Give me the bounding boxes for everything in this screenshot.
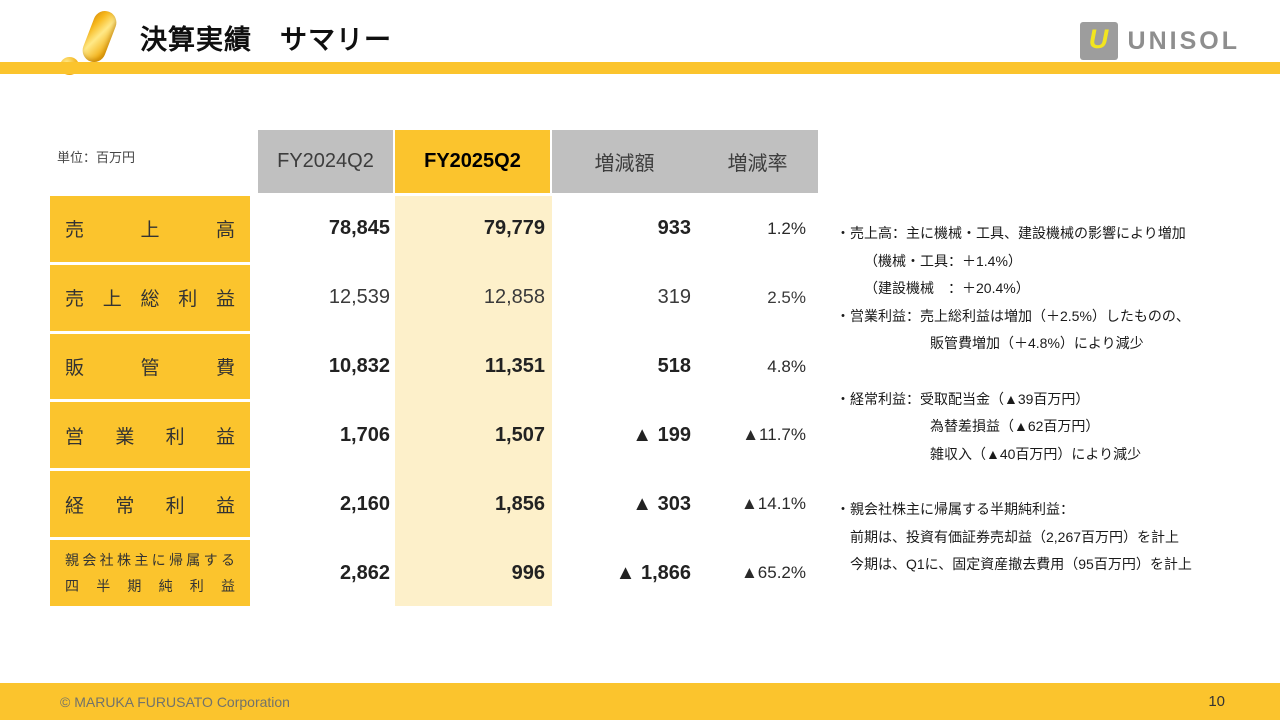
column-header-change-amount: 増減額 — [552, 130, 697, 193]
cell-fy2025: 1,856 — [494, 492, 545, 515]
table-row-ordinary-profit: 経常利益 2,160 1,856 ▲ 303 ▲14.1% — [50, 471, 818, 538]
table-row-net-sales: 売上高 78,845 79,779 933 1.2% — [50, 196, 818, 262]
cell-rate: ▲14.1% — [740, 494, 806, 514]
cell-fy2024: 1,706 — [339, 423, 390, 446]
cell-change: ▲ 303 — [632, 492, 691, 515]
row-label: 営業利益 — [50, 402, 250, 469]
note-spacer — [836, 468, 1276, 496]
note-line: 今期は、Q1に、固定資産撤去費用（95百万円）を計上 — [850, 556, 1192, 572]
note-spacer — [836, 358, 1276, 386]
note-line: ・親会社株主に帰属する半期純利益： — [836, 501, 1074, 517]
note-line: 雑収入（▲40百万円）により減少 — [930, 445, 1142, 462]
column-header-fy2024q2: FY2024Q2 — [258, 130, 393, 193]
header-accent-bar — [0, 62, 1280, 74]
footer-bar: © MARUKA FURUSATO Corporation 10 — [0, 683, 1280, 720]
cell-fy2024: 78,845 — [328, 217, 390, 240]
cell-fy2025: 996 — [511, 561, 545, 584]
cell-fy2025: 12,858 — [483, 286, 545, 309]
unisol-logo-mark-icon: U — [1079, 22, 1118, 60]
logo-monogram: U — [1088, 23, 1109, 54]
row-label: 売上総利益 — [50, 264, 250, 331]
summary-table: 売上高 78,845 79,779 933 1.2% 売上総利益 12,539 … — [50, 196, 818, 606]
note-line: ・営業利益：売上総利益は増加（＋2.5%）したものの、 — [836, 307, 1190, 324]
unisol-logo: U UNISOL — [1079, 22, 1240, 60]
table-row-operating-profit: 営業利益 1,706 1,507 ▲ 199 ▲11.7% — [50, 402, 818, 469]
table-row-net-income: 親会社株主に帰属する 四半期純利益 2,862 996 ▲ 1,866 ▲65.… — [50, 540, 818, 606]
cell-rate: 2.5% — [767, 287, 806, 307]
cell-change: 518 — [657, 355, 691, 378]
page-number: 10 — [1208, 693, 1225, 710]
cell-change: ▲ 199 — [632, 423, 691, 446]
cell-fy2024: 2,862 — [339, 561, 390, 584]
cell-rate: 1.2% — [767, 218, 806, 238]
copyright-text: © MARUKA FURUSATO Corporation — [60, 693, 290, 710]
cell-fy2024: 12,539 — [328, 286, 390, 309]
cell-rate: ▲65.2% — [740, 563, 806, 583]
table-row-gross-profit: 売上総利益 12,539 12,858 319 2.5% — [50, 264, 818, 331]
row-label: 売上高 — [50, 196, 250, 262]
highlight-column-band — [395, 196, 552, 606]
cell-fy2025: 79,779 — [483, 217, 545, 240]
row-label: 親会社株主に帰属する 四半期純利益 — [50, 540, 250, 606]
exclamation-bar — [79, 7, 120, 66]
cell-change: ▲ 1,866 — [615, 561, 691, 584]
note-line: ・経常利益：受取配当金（▲39百万円） — [836, 390, 1090, 407]
cell-change: 319 — [657, 286, 691, 309]
cell-change: 933 — [657, 217, 691, 240]
note-line: 為替差損益（▲62百万円） — [930, 418, 1100, 434]
column-header-fy2025q2: FY2025Q2 — [395, 130, 550, 193]
cell-fy2025: 1,507 — [494, 423, 545, 446]
notes-panel: ・売上高：主に機械・工具、建設機械の影響により増加 （機械・工具：＋1.4%） … — [836, 220, 1276, 579]
cell-rate: 4.8% — [767, 356, 806, 376]
note-line: 販管費増加（＋4.8%）により減少 — [930, 335, 1144, 351]
cell-rate: ▲11.7% — [742, 425, 806, 445]
row-label: 販管費 — [50, 333, 250, 400]
cell-fy2024: 10,832 — [328, 355, 390, 378]
note-line: （建設機械 ：＋20.4%） — [864, 280, 1030, 296]
note-line: ・売上高：主に機械・工具、建設機械の影響により増加 — [836, 225, 1186, 241]
column-header-change-rate: 増減率 — [697, 130, 818, 193]
row-label: 経常利益 — [50, 471, 250, 538]
note-line: （機械・工具：＋1.4%） — [864, 252, 1022, 269]
page-title: 決算実績 サマリー — [140, 25, 392, 55]
logo-text: UNISOL — [1127, 26, 1240, 55]
cell-fy2025: 11,351 — [484, 355, 545, 378]
note-line: 前期は、投資有価証券売却益（2,267百万円）を計上 — [850, 528, 1180, 545]
unit-label: 単位：百万円 — [57, 150, 136, 165]
table-row-sga-expenses: 販管費 10,832 11,351 518 4.8% — [50, 333, 818, 400]
cell-fy2024: 2,160 — [339, 492, 390, 515]
